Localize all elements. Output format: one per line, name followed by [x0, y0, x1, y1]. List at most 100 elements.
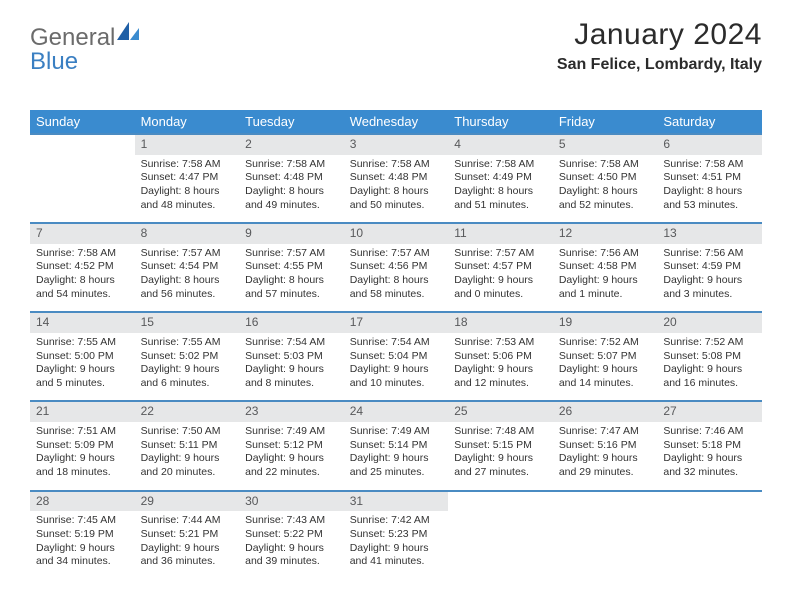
day-detail: Sunrise: 7:58 AMSunset: 4:48 PMDaylight:… [239, 155, 344, 223]
day-detail: Sunrise: 7:50 AMSunset: 5:11 PMDaylight:… [135, 422, 240, 490]
calendar-day-cell [553, 491, 658, 579]
sunset-text: Sunset: 5:21 PM [141, 528, 234, 542]
logo-text-blue: Blue [30, 48, 78, 75]
sunset-text: Sunset: 5:23 PM [350, 528, 443, 542]
daylight-text-2: and 27 minutes. [454, 466, 547, 480]
day-number: 10 [344, 224, 449, 244]
daylight-text-2: and 50 minutes. [350, 199, 443, 213]
calendar-day-cell: 5Sunrise: 7:58 AMSunset: 4:50 PMDaylight… [553, 134, 658, 223]
calendar-day-cell: 1Sunrise: 7:58 AMSunset: 4:47 PMDaylight… [135, 134, 240, 223]
calendar-page: General January 2024 San Felice, Lombard… [0, 0, 792, 597]
daylight-text-2: and 36 minutes. [141, 555, 234, 569]
calendar-day-cell: 30Sunrise: 7:43 AMSunset: 5:22 PMDayligh… [239, 491, 344, 579]
daylight-text-1: Daylight: 9 hours [141, 452, 234, 466]
day-number: 1 [135, 135, 240, 155]
day-detail: Sunrise: 7:58 AMSunset: 4:47 PMDaylight:… [135, 155, 240, 223]
calendar-day-cell: 27Sunrise: 7:46 AMSunset: 5:18 PMDayligh… [657, 401, 762, 490]
day-detail: Sunrise: 7:56 AMSunset: 4:58 PMDaylight:… [553, 244, 658, 312]
location-text: San Felice, Lombardy, Italy [557, 56, 762, 74]
daylight-text-1: Daylight: 9 hours [36, 542, 129, 556]
sunset-text: Sunset: 4:48 PM [245, 171, 338, 185]
calendar-day-cell: 19Sunrise: 7:52 AMSunset: 5:07 PMDayligh… [553, 312, 658, 401]
calendar-day-cell: 8Sunrise: 7:57 AMSunset: 4:54 PMDaylight… [135, 223, 240, 312]
daylight-text-1: Daylight: 9 hours [350, 452, 443, 466]
day-number: 20 [657, 313, 762, 333]
calendar-day-cell: 13Sunrise: 7:56 AMSunset: 4:59 PMDayligh… [657, 223, 762, 312]
sunrise-text: Sunrise: 7:58 AM [663, 158, 756, 172]
weekday-header-cell: Monday [135, 110, 240, 134]
daylight-text-2: and 34 minutes. [36, 555, 129, 569]
sunset-text: Sunset: 5:16 PM [559, 439, 652, 453]
calendar-week-row: 1Sunrise: 7:58 AMSunset: 4:47 PMDaylight… [30, 134, 762, 223]
header: General January 2024 San Felice, Lombard… [30, 18, 762, 74]
daylight-text-2: and 56 minutes. [141, 288, 234, 302]
day-detail: Sunrise: 7:42 AMSunset: 5:23 PMDaylight:… [344, 511, 449, 579]
calendar-day-cell: 11Sunrise: 7:57 AMSunset: 4:57 PMDayligh… [448, 223, 553, 312]
day-detail: Sunrise: 7:57 AMSunset: 4:56 PMDaylight:… [344, 244, 449, 312]
sunrise-text: Sunrise: 7:55 AM [36, 336, 129, 350]
daylight-text-1: Daylight: 9 hours [141, 542, 234, 556]
calendar-day-cell: 26Sunrise: 7:47 AMSunset: 5:16 PMDayligh… [553, 401, 658, 490]
daylight-text-2: and 5 minutes. [36, 377, 129, 391]
daylight-text-1: Daylight: 9 hours [36, 363, 129, 377]
calendar-day-cell: 12Sunrise: 7:56 AMSunset: 4:58 PMDayligh… [553, 223, 658, 312]
sunrise-text: Sunrise: 7:58 AM [559, 158, 652, 172]
calendar-day-cell: 21Sunrise: 7:51 AMSunset: 5:09 PMDayligh… [30, 401, 135, 490]
day-number: 31 [344, 492, 449, 512]
day-number: 15 [135, 313, 240, 333]
sunset-text: Sunset: 4:51 PM [663, 171, 756, 185]
daylight-text-2: and 58 minutes. [350, 288, 443, 302]
daylight-text-1: Daylight: 9 hours [663, 274, 756, 288]
day-number: 21 [30, 402, 135, 422]
sunset-text: Sunset: 5:15 PM [454, 439, 547, 453]
daylight-text-2: and 48 minutes. [141, 199, 234, 213]
day-detail: Sunrise: 7:58 AMSunset: 4:52 PMDaylight:… [30, 244, 135, 312]
daylight-text-2: and 0 minutes. [454, 288, 547, 302]
daylight-text-2: and 22 minutes. [245, 466, 338, 480]
sunrise-text: Sunrise: 7:54 AM [350, 336, 443, 350]
title-block: January 2024 San Felice, Lombardy, Italy [557, 18, 762, 74]
calendar-week-row: 7Sunrise: 7:58 AMSunset: 4:52 PMDaylight… [30, 223, 762, 312]
sunset-text: Sunset: 5:02 PM [141, 350, 234, 364]
daylight-text-2: and 41 minutes. [350, 555, 443, 569]
day-detail: Sunrise: 7:48 AMSunset: 5:15 PMDaylight:… [448, 422, 553, 490]
daylight-text-2: and 20 minutes. [141, 466, 234, 480]
calendar-day-cell: 14Sunrise: 7:55 AMSunset: 5:00 PMDayligh… [30, 312, 135, 401]
day-number: 4 [448, 135, 553, 155]
sunset-text: Sunset: 4:57 PM [454, 260, 547, 274]
calendar-week-row: 21Sunrise: 7:51 AMSunset: 5:09 PMDayligh… [30, 401, 762, 490]
day-detail: Sunrise: 7:49 AMSunset: 5:12 PMDaylight:… [239, 422, 344, 490]
sunset-text: Sunset: 5:00 PM [36, 350, 129, 364]
sunset-text: Sunset: 4:54 PM [141, 260, 234, 274]
sunset-text: Sunset: 5:19 PM [36, 528, 129, 542]
day-detail: Sunrise: 7:46 AMSunset: 5:18 PMDaylight:… [657, 422, 762, 490]
logo-blue-line: Blue [30, 48, 78, 76]
daylight-text-2: and 14 minutes. [559, 377, 652, 391]
sunrise-text: Sunrise: 7:58 AM [36, 247, 129, 261]
daylight-text-1: Daylight: 9 hours [350, 542, 443, 556]
daylight-text-1: Daylight: 9 hours [245, 363, 338, 377]
sunset-text: Sunset: 5:08 PM [663, 350, 756, 364]
daylight-text-1: Daylight: 8 hours [141, 274, 234, 288]
calendar-day-cell: 15Sunrise: 7:55 AMSunset: 5:02 PMDayligh… [135, 312, 240, 401]
sunrise-text: Sunrise: 7:47 AM [559, 425, 652, 439]
day-number: 30 [239, 492, 344, 512]
sunset-text: Sunset: 5:22 PM [245, 528, 338, 542]
sunset-text: Sunset: 5:04 PM [350, 350, 443, 364]
sunset-text: Sunset: 5:11 PM [141, 439, 234, 453]
day-number: 19 [553, 313, 658, 333]
calendar-day-cell: 22Sunrise: 7:50 AMSunset: 5:11 PMDayligh… [135, 401, 240, 490]
day-number: 24 [344, 402, 449, 422]
daylight-text-1: Daylight: 8 hours [245, 274, 338, 288]
daylight-text-1: Daylight: 9 hours [245, 542, 338, 556]
daylight-text-2: and 18 minutes. [36, 466, 129, 480]
daylight-text-2: and 53 minutes. [663, 199, 756, 213]
sunset-text: Sunset: 5:12 PM [245, 439, 338, 453]
sunrise-text: Sunrise: 7:52 AM [559, 336, 652, 350]
day-detail: Sunrise: 7:56 AMSunset: 4:59 PMDaylight:… [657, 244, 762, 312]
day-number: 6 [657, 135, 762, 155]
daylight-text-1: Daylight: 8 hours [663, 185, 756, 199]
day-number: 23 [239, 402, 344, 422]
day-number: 11 [448, 224, 553, 244]
sunrise-text: Sunrise: 7:45 AM [36, 514, 129, 528]
